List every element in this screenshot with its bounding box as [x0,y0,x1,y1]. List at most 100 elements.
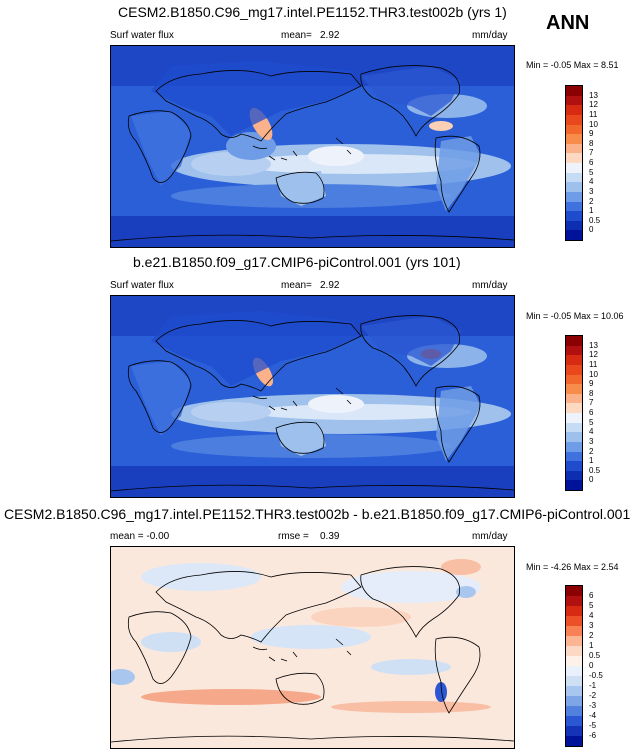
panel-3-units: mm/day [472,531,508,542]
panel-2-colorbar-swatch [566,413,582,423]
panel-2-colorbar-swatch [566,470,582,481]
panel-2-colorbar-swatch [566,364,582,375]
panel-2-colorbar-tick-label: 13 [589,340,598,350]
panel-3-colorbar-tick-label: -3 [589,701,597,710]
panel-3-colorbar-tick-label: 4 [589,611,594,620]
panel-3-colorbar-swatch [566,586,582,596]
panel-1-map-svg [111,46,514,247]
panel-1-colorbar-swatch [566,134,582,145]
panel-2-colorbar-swatch [566,345,582,356]
panel-2-colorbar-tick-label: 0 [589,475,594,485]
panel-1-mean-value: 2.92 [320,30,340,41]
panel-2-minmax: Min = -0.05 Max = 10.06 [526,311,624,321]
panel-1-colorbar-tick-label: 4 [589,177,594,187]
panel-3-colorbar-tick-label: -0.5 [589,671,603,680]
panel-3-colorbar-tick-label: -5 [589,721,597,730]
panel-1-units: mm/day [472,30,508,41]
panel-3-colorbar-box [565,585,583,747]
panel-1-colorbar-tick-label: 9 [589,129,594,139]
panel-2-mean-label: mean= [281,280,312,291]
panel-1-colorbar-swatch [566,163,582,173]
panel-3-minmax: Min = -4.26 Max = 2.54 [526,562,619,572]
panel-3-colorbar-swatch [566,726,582,736]
panel-1-map [110,45,515,248]
panel-1-colorbar-swatch [566,95,582,106]
panel-3-colorbar-tick-label: 1 [589,641,594,650]
panel-1-colorbar-swatch [566,220,582,231]
panel-1-colorbar-tick-label: 0 [589,225,594,235]
panel-1-colorbar-tick-label: 3 [589,186,594,196]
panel-3-colorbar-swatch [566,626,582,636]
panel-1-variable-label: Surf water flux [110,30,174,41]
panel-3-colorbar-swatch [566,616,582,626]
panel-3-title: CESM2.B1850.C96_mg17.intel.PE1152.THR3.t… [4,506,631,522]
panel-2-colorbar-swatch [566,384,582,395]
panel-1-colorbar-tick-label: 11 [589,109,598,119]
panel-2-colorbar-tick-label: 2 [589,446,594,456]
panel-1-colorbar-tick-label: 13 [589,90,598,100]
panel-1-colorbar-tick-label: 12 [589,100,598,110]
panel-1-colorbar-swatch [566,105,582,116]
panel-3-colorbar-swatch [566,636,582,646]
panel-3-colorbar-tick-label: 6 [589,591,594,600]
panel-2-colorbar-tick-label: 3 [589,436,594,446]
panel-3-colorbar-tick-label: 0.5 [589,651,601,660]
panel-1-colorbar-tick-label: 10 [589,119,598,129]
panel-2-colorbar-swatch [566,336,582,346]
panel-2-colorbar-swatch [566,432,582,443]
panel-1-colorbar-tick-label: 7 [589,148,594,158]
panel-3-map [110,546,515,749]
panel-1-colorbar-swatch [566,124,582,135]
panel-2-colorbar-swatch [566,403,582,414]
panel-2-colorbar-swatch [566,355,582,366]
panel-3-colorbar-swatch [566,696,582,706]
panel-3-colorbar-tick-label: 0 [589,661,594,670]
panel-3-colorbar-swatch [566,686,582,696]
panel-3-colorbar-tick-label: 5 [589,601,594,610]
panel-3-rmse-value: 0.39 [320,531,340,542]
panel-2-colorbar-tick-label: 7 [589,398,594,408]
panel-2-colorbar-tick-label: 5 [589,417,594,427]
panel-3-colorbar-swatch [566,666,582,676]
panel-1-colorbar-tick-label: 8 [589,138,594,148]
panel-1-colorbar-swatch [566,143,582,154]
panel-1-colorbar-tick-label: 6 [589,158,594,167]
season-label: ANN [546,12,590,34]
panel-3-colorbar-tick-label: -4 [589,711,597,720]
panel-2-colorbar-tick-label: 1 [589,456,594,466]
panel-2-colorbar-swatch [566,480,582,491]
panel-1-colorbar-swatch [566,230,582,241]
panel-1-colorbar-swatch [566,114,582,125]
panel-2-colorbar-tick-label: 11 [589,359,598,369]
panel-3-colorbar-swatch [566,736,582,746]
panel-2-colorbar-swatch [566,374,582,385]
panel-3-colorbar-tick-label: -6 [589,731,597,740]
panel-3-colorbar-tick-label: -2 [589,691,597,700]
panel-1-colorbar-tick-label: 1 [589,206,594,216]
panel-3-mean-label: mean = -0.00 [110,531,170,542]
panel-3-colorbar-swatch [566,706,582,716]
panel-1-mean-label: mean= [281,30,312,41]
panel-2-colorbar-swatch [566,451,582,462]
panel-1-title: CESM2.B1850.C96_mg17.intel.PE1152.THR3.t… [118,4,507,20]
panel-1-colorbar-swatch [566,191,582,202]
panel-2-colorbar-tick-label: 0.5 [589,465,601,475]
panel-1-colorbar-swatch [566,86,582,96]
panel-1-colorbar-tick-label: 2 [589,196,594,206]
panel-3-colorbar-swatch [566,596,582,606]
panel-1-colorbar-swatch [566,201,582,212]
panel-1-colorbar-tick-label: 0.5 [589,215,601,225]
panel-1-colorbar-swatch [566,182,582,193]
panel-1-colorbar-swatch [566,172,582,183]
panel-2-colorbar-tick-label: 6 [589,408,594,417]
panel-3-rmse-label: rmse = [278,531,309,542]
panel-3-colorbar-swatch [566,716,582,726]
panel-3-colorbar-swatch [566,656,582,666]
panel-1-colorbar-box [565,85,583,241]
panel-3-colorbar-swatch [566,606,582,616]
panel-2-variable-label: Surf water flux [110,280,174,291]
panel-2-colorbar-tick-label: 8 [589,388,594,398]
panel-2-colorbar-tick-label: 12 [589,350,598,360]
panel-2-title: b.e21.B1850.f09_g17.CMIP6-piControl.001 … [133,254,461,270]
panel-2-colorbar-box [565,335,583,491]
